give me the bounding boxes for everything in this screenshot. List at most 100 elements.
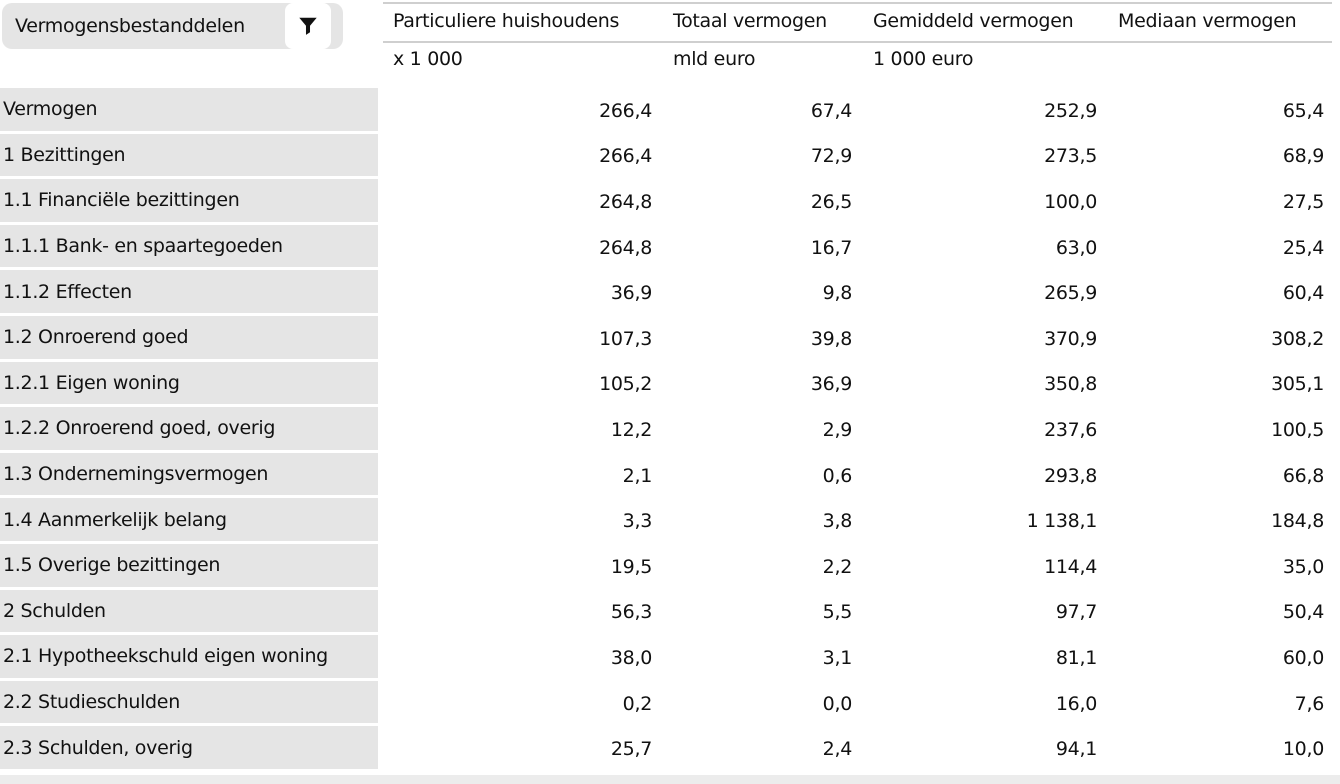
column-header-totaal-vermogen: Totaal vermogen	[673, 10, 827, 32]
value-cell: 97,7	[1055, 601, 1097, 624]
table-bottom-border	[0, 775, 1340, 784]
table-row: 2 Schulden 56,3 5,5 97,7 50,4	[0, 589, 1340, 636]
value-cell: 265,9	[1044, 282, 1097, 305]
value-cell: 16,7	[810, 236, 852, 259]
column-header-mediaan-vermogen: Mediaan vermogen	[1118, 10, 1297, 32]
table-row: 1.3 Ondernemingsvermogen 2,1 0,6 293,8 66,8	[0, 452, 1340, 499]
value-cell: 3,8	[822, 510, 853, 533]
row-label: 2.3 Schulden, overig	[0, 726, 378, 772]
value-cell: 107,3	[599, 327, 652, 350]
unit-label-x1000: x 1 000	[393, 48, 463, 70]
value-cell: 350,8	[1044, 373, 1097, 396]
column-header-particuliere-huishoudens: Particuliere huishoudens	[393, 10, 620, 32]
table-row: 1.2 Onroerend goed 107,3 39,8 370,9 308,2	[0, 315, 1340, 362]
row-label: 1.5 Overige bezittingen	[0, 543, 378, 590]
value-cell: 81,1	[1055, 646, 1097, 669]
value-cell: 184,8	[1271, 510, 1324, 533]
value-cell: 252,9	[1044, 99, 1097, 122]
value-cell: 19,5	[610, 555, 652, 578]
filter-icon	[299, 17, 317, 35]
unit-row: x 1 000 mld euro 1 000 euro	[0, 43, 1340, 75]
value-cell: 7,6	[1294, 692, 1325, 715]
value-cell: 12,2	[610, 418, 652, 441]
value-cell: 266,4	[599, 99, 652, 122]
value-cell: 305,1	[1271, 373, 1324, 396]
row-label: 1 Bezittingen	[0, 133, 378, 180]
value-cell: 50,4	[1282, 601, 1324, 624]
value-cell: 100,0	[1044, 190, 1097, 213]
value-cell: 25,7	[610, 738, 652, 761]
value-cell: 25,4	[1282, 236, 1324, 259]
value-cell: 2,9	[822, 418, 853, 441]
value-cell: 0,2	[622, 692, 653, 715]
value-cell: 63,0	[1055, 236, 1097, 259]
row-label: 2.2 Studieschulden	[0, 680, 378, 727]
value-cell: 36,9	[810, 373, 852, 396]
value-cell: 16,0	[1055, 692, 1097, 715]
value-cell: 114,4	[1044, 555, 1097, 578]
dimension-filter-pill[interactable]: Vermogensbestanddelen	[2, 3, 343, 49]
table-row: 2.3 Schulden, overig 25,7 2,4 94,1 10,0	[0, 726, 1340, 772]
row-label: 1.2.1 Eigen woning	[0, 361, 378, 408]
value-cell: 293,8	[1044, 464, 1097, 487]
column-header-gemiddeld-vermogen: Gemiddeld vermogen	[873, 10, 1074, 32]
value-cell: 105,2	[599, 373, 652, 396]
column-header-row: Particuliere huishoudens Totaal vermogen…	[0, 0, 1340, 42]
value-cell: 100,5	[1271, 418, 1324, 441]
value-cell: 264,8	[599, 190, 652, 213]
table-row: 1.2.2 Onroerend goed, overig 12,2 2,9 237,6…	[0, 407, 1340, 453]
table-top-border	[383, 2, 1332, 4]
value-cell: 39,8	[810, 327, 852, 350]
unit-label-mld-euro: mld euro	[673, 48, 756, 70]
value-cell: 2,1	[622, 464, 653, 487]
row-label: 1.2 Onroerend goed	[0, 315, 378, 362]
filter-button[interactable]	[285, 3, 331, 49]
value-cell: 273,5	[1044, 145, 1097, 168]
value-cell: 0,0	[822, 692, 853, 715]
value-cell: 60,4	[1282, 282, 1324, 305]
value-cell: 2,2	[822, 555, 853, 578]
value-cell: 3,3	[622, 510, 653, 533]
value-cell: 66,8	[1282, 464, 1324, 487]
value-cell: 36,9	[610, 282, 652, 305]
value-cell: 5,5	[822, 601, 853, 624]
table-row: Vermogen 266,4 67,4 252,9 65,4	[0, 88, 1340, 134]
value-cell: 1 138,1	[1026, 510, 1098, 533]
table-body: Vermogen 266,4 67,4 252,9 65,4 1 Bezittingen 2…	[0, 88, 1340, 772]
row-label: Vermogen	[0, 88, 378, 134]
table-row: 1.5 Overige bezittingen 19,5 2,2 114,4 35,0	[0, 543, 1340, 590]
table-row: 1 Bezittingen 266,4 72,9 273,5 68,9	[0, 133, 1340, 180]
table-row: 1.1 Financiële bezittingen 264,8 26,5 100,0…	[0, 179, 1340, 225]
value-cell: 68,9	[1282, 145, 1324, 168]
value-cell: 2,4	[822, 738, 853, 761]
value-cell: 67,4	[810, 99, 852, 122]
value-cell: 38,0	[610, 646, 652, 669]
value-cell: 60,0	[1282, 646, 1324, 669]
value-cell: 308,2	[1271, 327, 1324, 350]
value-cell: 3,1	[822, 646, 853, 669]
table-row: 1.4 Aanmerkelijk belang 3,3 3,8 1 138,1 184,…	[0, 498, 1340, 544]
value-cell: 72,9	[810, 145, 852, 168]
row-label: 1.1.1 Bank- en spaartegoeden	[0, 224, 378, 271]
value-cell: 264,8	[599, 236, 652, 259]
value-cell: 10,0	[1282, 738, 1324, 761]
value-cell: 94,1	[1055, 738, 1097, 761]
unit-label-1000-euro: 1 000 euro	[873, 48, 974, 70]
row-label: 1.1.2 Effecten	[0, 270, 378, 316]
row-label: 2 Schulden	[0, 589, 378, 636]
value-cell: 26,5	[810, 190, 852, 213]
value-cell: 237,6	[1044, 418, 1097, 441]
table-row: 1.2.1 Eigen woning 105,2 36,9 350,8 305,1	[0, 361, 1340, 408]
value-cell: 9,8	[822, 282, 853, 305]
value-cell: 27,5	[1282, 190, 1324, 213]
value-cell: 35,0	[1282, 555, 1324, 578]
table-row: 2.2 Studieschulden 0,2 0,0 16,0 7,6	[0, 680, 1340, 727]
row-label: 1.2.2 Onroerend goed, overig	[0, 407, 378, 453]
value-cell: 0,6	[822, 464, 853, 487]
row-label: 1.4 Aanmerkelijk belang	[0, 498, 378, 544]
row-label: 1.3 Ondernemingsvermogen	[0, 452, 378, 499]
row-label: 2.1 Hypotheekschuld eigen woning	[0, 635, 378, 681]
dimension-filter-label: Vermogensbestanddelen	[15, 15, 245, 37]
value-cell: 370,9	[1044, 327, 1097, 350]
